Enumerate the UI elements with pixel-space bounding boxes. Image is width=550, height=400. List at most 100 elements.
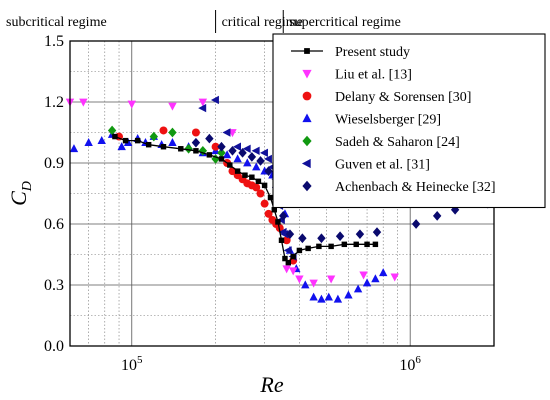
data-point — [283, 246, 292, 255]
data-point — [295, 275, 304, 284]
data-point — [117, 142, 126, 151]
data-point — [353, 284, 363, 293]
data-point — [317, 294, 326, 303]
data-point — [255, 178, 262, 185]
data-point — [242, 172, 248, 178]
data-point — [193, 148, 199, 154]
data-point — [243, 158, 252, 167]
data-point — [309, 279, 318, 288]
data-point — [112, 133, 118, 140]
data-point — [198, 98, 208, 107]
data-point — [288, 267, 298, 276]
data-point — [326, 275, 336, 284]
data-point — [145, 141, 152, 148]
data-point — [282, 255, 288, 262]
data-point — [228, 145, 237, 156]
data-point — [251, 146, 260, 155]
data-point — [353, 241, 359, 248]
legend-label: Wieselsberger [29] — [335, 113, 441, 128]
data-point — [328, 243, 334, 250]
data-point — [217, 148, 226, 158]
data-point — [264, 209, 273, 218]
data-point — [210, 95, 219, 105]
data-point — [263, 154, 272, 164]
data-point — [324, 292, 333, 301]
data-point — [211, 142, 220, 151]
data-point — [217, 141, 226, 152]
data-point — [247, 152, 257, 162]
data-point — [122, 137, 129, 144]
data-point — [285, 259, 292, 266]
data-point — [168, 102, 177, 111]
y-tick-label: 0.6 — [44, 216, 64, 233]
x-tick-label: 105 — [121, 354, 143, 374]
legend-marker — [302, 91, 312, 101]
regime-label-subcritical: subcritical regime — [6, 15, 107, 30]
data-point — [149, 131, 159, 142]
y-tick-label: 1.2 — [44, 94, 64, 111]
data-point — [290, 253, 296, 260]
data-point — [79, 98, 88, 107]
data-point — [97, 136, 106, 144]
legend-marker — [302, 113, 312, 123]
data-point — [218, 156, 225, 162]
y-tick-label: 0.3 — [44, 277, 64, 294]
data-point — [222, 128, 231, 137]
legend-label: Delany & Sorensen [30] — [335, 90, 471, 105]
regime-label-supercritical: supercritical regime — [289, 15, 401, 30]
data-point — [432, 211, 442, 221]
data-point — [168, 138, 177, 147]
data-point — [379, 268, 388, 277]
y-tick-label: 1.5 — [44, 33, 64, 50]
legend-label: Present study — [335, 45, 410, 60]
data-point — [107, 125, 117, 136]
data-point — [159, 126, 168, 135]
data-point — [341, 241, 348, 248]
data-point — [227, 162, 233, 168]
data-point — [282, 236, 291, 245]
data-point — [256, 189, 265, 198]
data-point — [411, 219, 421, 229]
series-1 — [65, 98, 399, 288]
data-point — [279, 211, 288, 221]
x-axis-ticks: 105 106 — [121, 354, 421, 374]
data-point — [69, 144, 79, 153]
legend-marker — [301, 158, 311, 169]
data-point — [256, 156, 265, 166]
data-point — [249, 174, 255, 180]
data-point — [233, 154, 242, 163]
data-point — [259, 148, 268, 158]
data-point — [359, 271, 368, 280]
data-point — [222, 150, 232, 159]
series-0 — [112, 133, 379, 266]
data-point — [372, 227, 382, 237]
data-point — [260, 199, 269, 208]
data-point — [160, 144, 167, 150]
data-point — [127, 100, 136, 109]
legend-marker — [302, 135, 312, 147]
data-point — [296, 247, 303, 254]
data-point — [191, 137, 201, 148]
legend-marker — [304, 48, 310, 54]
data-point — [271, 207, 278, 213]
data-point — [390, 273, 399, 282]
data-point — [371, 274, 380, 283]
legend-label: Liu et al. [13] — [335, 68, 412, 83]
data-point — [191, 128, 200, 137]
data-point — [344, 290, 353, 299]
data-point — [316, 243, 322, 250]
series-4 — [107, 125, 226, 164]
data-point — [305, 245, 311, 252]
data-point — [282, 265, 291, 274]
data-point — [301, 280, 310, 289]
data-point — [238, 148, 247, 158]
data-point — [355, 229, 365, 239]
data-point — [84, 138, 93, 147]
data-point — [242, 144, 251, 153]
data-point — [234, 168, 241, 174]
data-point — [372, 241, 379, 248]
x-axis-label: Re — [259, 372, 283, 397]
legend-marker — [302, 180, 312, 192]
data-point — [285, 229, 295, 239]
data-point — [362, 278, 372, 287]
